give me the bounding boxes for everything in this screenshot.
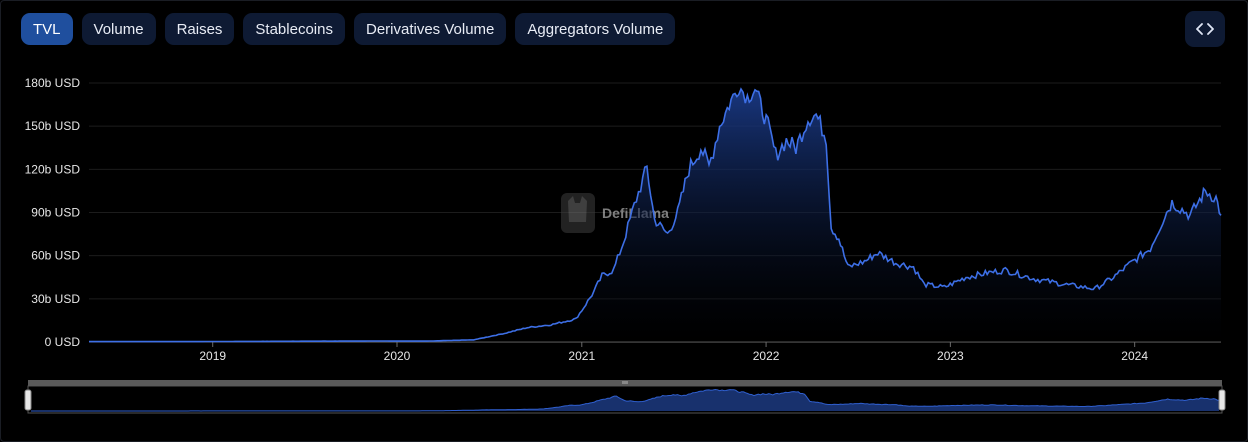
x-tick-label: 2024	[1121, 349, 1148, 363]
code-brackets-icon	[1196, 23, 1214, 35]
tvl-area	[89, 89, 1221, 342]
x-tick-label: 2021	[568, 349, 595, 363]
x-tick-label: 2023	[937, 349, 964, 363]
y-axis: 0 USD 30b USD 60b USD 90b USD 120b USD 150b U…	[25, 76, 81, 349]
y-tick-label: 90b USD	[31, 206, 80, 220]
x-axis: 2019 2020 2021 2022 2023 2024	[199, 342, 1148, 363]
brush-handle-left[interactable]	[24, 389, 32, 411]
y-tick-label: 120b USD	[25, 162, 81, 176]
brush-handle-right[interactable]	[1218, 389, 1226, 411]
y-tick-label: 0 USD	[45, 335, 81, 349]
zoom-brush[interactable]	[24, 380, 1226, 414]
brush-preview-area	[31, 389, 1219, 411]
y-tick-label: 30b USD	[31, 292, 80, 306]
tab-aggregators-volume[interactable]: Aggregators Volume	[515, 13, 676, 45]
y-tick-label: 60b USD	[31, 249, 80, 263]
x-tick-label: 2019	[199, 349, 226, 363]
y-tick-label: 180b USD	[25, 76, 81, 90]
chart-tabs: TVL Volume Raises Stablecoins Derivative…	[21, 13, 676, 45]
tab-derivatives-volume[interactable]: Derivatives Volume	[353, 13, 507, 45]
x-tick-label: 2022	[753, 349, 780, 363]
tab-raises[interactable]: Raises	[164, 13, 235, 45]
embed-button[interactable]	[1185, 11, 1225, 47]
tvl-line	[89, 87, 1222, 343]
x-tick-label: 2020	[384, 349, 411, 363]
tab-tvl[interactable]: TVL	[21, 13, 73, 45]
y-tick-label: 150b USD	[25, 119, 81, 133]
grip-lines-icon	[622, 381, 628, 384]
brush-preview-line	[31, 388, 1220, 412]
tab-stablecoins[interactable]: Stablecoins	[243, 13, 345, 45]
tab-volume[interactable]: Volume	[81, 13, 156, 45]
